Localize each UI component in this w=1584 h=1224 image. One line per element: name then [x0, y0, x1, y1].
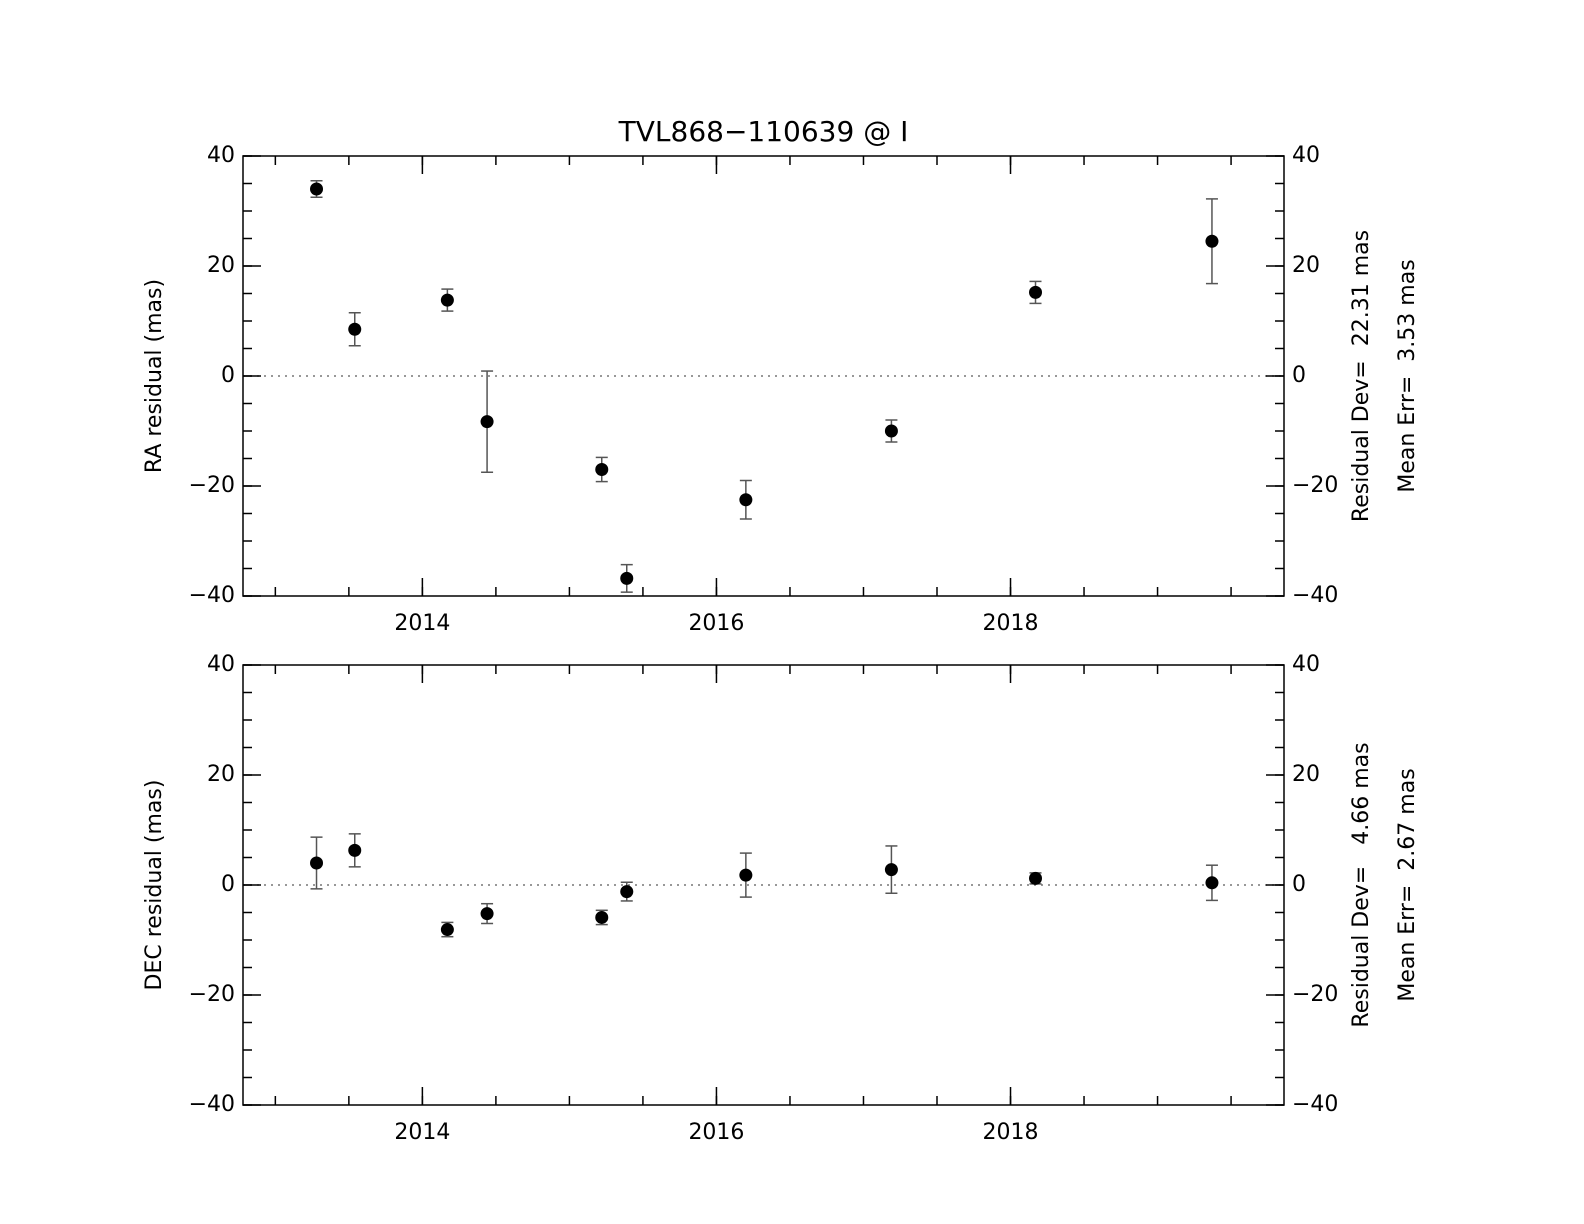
y2-tick-label: 0: [1292, 363, 1306, 388]
y-tick-label: 20: [207, 762, 235, 787]
y-tick-label: 20: [207, 253, 235, 278]
data-point: [884, 863, 898, 877]
y-tick-label: 0: [221, 363, 235, 388]
data-point: [595, 463, 609, 476]
x-tick-label: 2016: [688, 611, 744, 636]
y2-tick-label: 20: [1292, 762, 1320, 787]
x-tick-label: 2014: [394, 611, 450, 636]
y2-tick-label: 0: [1292, 872, 1306, 897]
data-point: [310, 182, 324, 196]
x-tick-label: 2016: [688, 1120, 744, 1145]
annotation: Residual Dev= 22.31 mas: [1349, 230, 1374, 522]
y-axis-label: DEC residual (mas): [142, 780, 167, 991]
y-axis-label: RA residual (mas): [142, 279, 167, 473]
data-point: [480, 415, 494, 429]
annotation: Mean Err= 3.53 mas: [1395, 259, 1420, 492]
y2-tick-label: −40: [1292, 1092, 1338, 1117]
y2-tick-label: −20: [1292, 982, 1338, 1007]
y-tick-label: 0: [221, 872, 235, 897]
data-point: [620, 885, 634, 899]
data-point: [884, 424, 898, 438]
y2-tick-label: −20: [1292, 473, 1338, 498]
y2-tick-label: 40: [1292, 652, 1320, 677]
data-point: [1029, 871, 1043, 885]
data-point: [739, 493, 753, 507]
annotation: Residual Dev= 4.66 mas: [1349, 742, 1374, 1027]
x-tick-label: 2014: [394, 1120, 450, 1145]
chart-title: TVL868−110639 @ I: [618, 115, 909, 148]
y2-tick-label: 40: [1292, 143, 1320, 168]
data-point: [348, 322, 362, 336]
y-tick-label: −20: [189, 982, 235, 1007]
data-point: [440, 923, 454, 937]
y-tick-label: −40: [189, 1092, 235, 1117]
data-point: [440, 293, 454, 307]
annotation: Mean Err= 2.67 mas: [1395, 768, 1420, 1001]
data-point: [595, 910, 609, 924]
data-point: [739, 868, 753, 882]
y2-tick-label: 20: [1292, 253, 1320, 278]
data-point: [348, 843, 362, 857]
x-tick-label: 2018: [983, 1120, 1039, 1145]
y-tick-label: 40: [207, 652, 235, 677]
y-tick-label: 40: [207, 143, 235, 168]
data-point: [1029, 285, 1043, 299]
data-point: [620, 571, 634, 585]
data-point: [310, 856, 324, 870]
y2-tick-label: −40: [1292, 583, 1338, 608]
y-tick-label: −20: [189, 473, 235, 498]
data-point: [1205, 876, 1219, 890]
data-point: [480, 907, 494, 921]
data-point: [1205, 234, 1219, 248]
y-tick-label: −40: [189, 583, 235, 608]
x-tick-label: 2018: [983, 611, 1039, 636]
